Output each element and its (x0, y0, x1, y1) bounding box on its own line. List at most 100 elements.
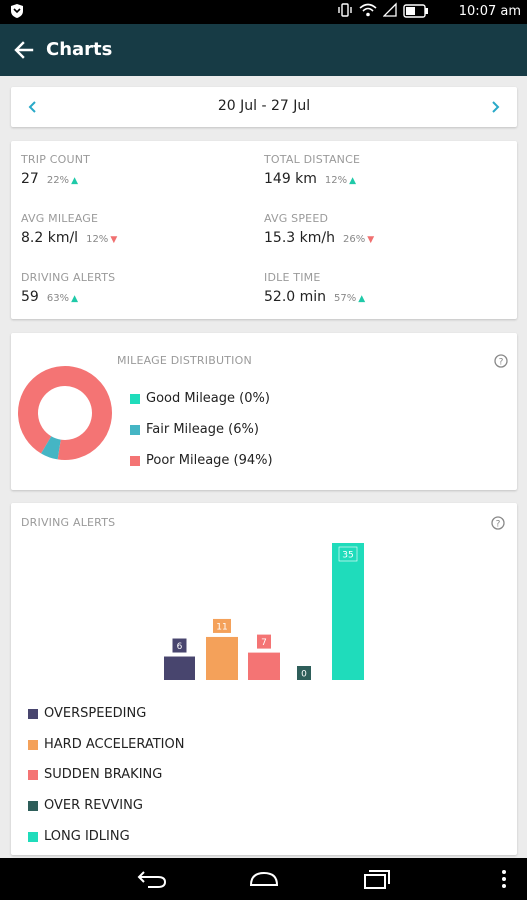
date-range-label: 20 Jul - 27 Jul (217, 98, 311, 114)
battery-icon (403, 3, 429, 22)
stat-total-distance: TOTAL DISTANCE 149 km 12% ▲ (264, 153, 494, 187)
data-label-bg-hard-acceleration (213, 618, 231, 633)
data-label-bg-overspeeding (172, 638, 187, 653)
signal-icon (382, 2, 397, 22)
donut-slice-fair-mileage (41, 436, 62, 460)
stat-label: TOTAL DISTANCE (264, 153, 361, 166)
mileage-distribution-card: MILEAGE DISTRIBUTION ? Good Mileage (0%)… (11, 333, 517, 490)
arrow-up-icon: ▲ (71, 176, 78, 186)
stat-percent: 12% (86, 234, 109, 245)
stat-label: IDLE TIME (264, 271, 321, 284)
driving-alerts-card: DRIVING ALERTS ? 6 11 7 0 35 OVERSPEEDING HA… (11, 503, 517, 855)
legend-label: Good Mileage (0%) (146, 391, 270, 406)
shield-icon (10, 3, 24, 23)
date-navigator: 20 Jul - 27 Jul (11, 87, 517, 127)
legend-long-idling: LONG IDLING (28, 829, 130, 844)
stat-value: 8.2 km/l (21, 230, 79, 246)
chevron-right-icon[interactable] (485, 97, 505, 117)
trip-stats-card: TRIP COUNT 27 22% ▲ TOTAL DISTANCE 149 km 1… (11, 141, 517, 319)
nav-recents-icon[interactable] (362, 868, 392, 890)
legend-swatch (28, 831, 38, 842)
app-bar: Charts (0, 24, 527, 76)
legend-label: OVERSPEEDING (44, 706, 147, 721)
arrow-down-icon: ▼ (110, 235, 118, 245)
bar-hard-acceleration (206, 636, 238, 680)
data-label-over-revving: 0 (301, 670, 307, 680)
arrow-up-icon: ▲ (358, 294, 366, 304)
data-label-long-idling: 35 (342, 551, 353, 561)
data-label-hard-acceleration: 11 (216, 622, 227, 632)
stat-trip-count: TRIP COUNT 27 22% ▲ (21, 153, 251, 187)
donut-slice-poor-mileage (18, 366, 112, 460)
stat-percent: 12% (324, 175, 348, 186)
stat-label: DRIVING ALERTS (21, 271, 116, 284)
legend-overspeeding: OVERSPEEDING (28, 706, 146, 721)
svg-text:?: ? (496, 520, 501, 530)
legend-label: HARD ACCELERATION (44, 737, 185, 752)
bar-long-idling (332, 543, 364, 680)
bar-sudden-braking (248, 652, 280, 680)
data-label-bg-over-revving (297, 666, 311, 680)
legend-label: SUDDEN BRAKING (44, 767, 163, 782)
stat-avg-speed: AVG SPEED 15.3 km/h 26% ▼ (264, 212, 494, 246)
stat-driving-alerts: DRIVING ALERTS 59 63% ▲ (21, 271, 251, 305)
stat-idle-time: IDLE TIME 52.0 min 57% ▲ (264, 271, 494, 305)
card-title: DRIVING ALERTS (21, 516, 116, 529)
stat-label: AVG MILEAGE (21, 212, 99, 225)
chevron-left-icon[interactable] (23, 97, 43, 117)
stat-label: TRIP COUNT (21, 153, 91, 166)
overflow-menu-icon[interactable] (500, 868, 508, 890)
legend-poor-mileage: Poor Mileage (94%) (130, 453, 273, 468)
info-icon[interactable]: ? (494, 353, 508, 368)
data-label-overspeeding: 6 (177, 642, 183, 652)
legend-swatch (130, 424, 140, 435)
data-label-bg-long-idling (338, 546, 358, 562)
legend-fair-mileage: Fair Mileage (6%) (130, 422, 259, 437)
card-title: MILEAGE DISTRIBUTION (117, 354, 252, 367)
driving-alerts-bar-chart: 6 11 7 0 35 (164, 543, 364, 680)
legend-swatch (130, 393, 140, 404)
legend-label: LONG IDLING (44, 829, 130, 844)
vibrate-icon (337, 2, 353, 22)
legend-over-revving: OVER REVVING (28, 798, 143, 813)
stat-value: 149 km (264, 171, 317, 187)
legend-sudden-braking: SUDDEN BRAKING (28, 767, 162, 782)
status-bar: 10:07 am (0, 0, 527, 24)
stat-value: 59 (21, 289, 39, 305)
stat-avg-mileage: AVG MILEAGE 8.2 km/l 12% ▼ (21, 212, 251, 246)
stat-value: 27 (21, 171, 39, 187)
info-icon[interactable]: ? (491, 515, 505, 530)
back-arrow-icon[interactable] (12, 38, 36, 62)
legend-swatch (28, 769, 38, 780)
legend-good-mileage: Good Mileage (0%) (130, 391, 270, 406)
data-label-sudden-braking: 7 (261, 638, 267, 648)
legend-label: Fair Mileage (6%) (146, 422, 259, 437)
data-label-bg-sudden-braking (257, 634, 271, 649)
svg-text:?: ? (499, 358, 504, 368)
legend-label: OVER REVVING (44, 798, 143, 813)
stat-percent: 26% (342, 234, 366, 245)
stat-label: AVG SPEED (264, 212, 329, 225)
arrow-up-icon: ▲ (349, 176, 357, 186)
nav-back-icon[interactable] (136, 868, 168, 890)
legend-swatch (130, 455, 140, 466)
legend-swatch (28, 739, 38, 750)
bar-overspeeding (164, 656, 195, 680)
page-title: Charts (46, 39, 113, 60)
stat-percent: 22% (46, 175, 70, 186)
legend-label: Poor Mileage (94%) (146, 453, 273, 468)
arrow-down-icon: ▼ (367, 235, 375, 245)
status-time: 10:07 am (458, 4, 521, 19)
legend-swatch (28, 708, 38, 719)
stat-value: 15.3 km/h (264, 230, 335, 246)
legend-hard-acceleration: HARD ACCELERATION (28, 737, 184, 752)
mileage-donut-chart (18, 366, 112, 460)
nav-home-icon[interactable] (248, 868, 280, 890)
stat-value: 52.0 min (264, 289, 327, 305)
legend-swatch (28, 800, 38, 811)
system-nav-bar (0, 858, 527, 900)
stat-percent: 57% (334, 293, 357, 304)
arrow-up-icon: ▲ (71, 294, 78, 304)
stat-percent: 63% (46, 293, 70, 304)
wifi-icon (359, 2, 377, 22)
